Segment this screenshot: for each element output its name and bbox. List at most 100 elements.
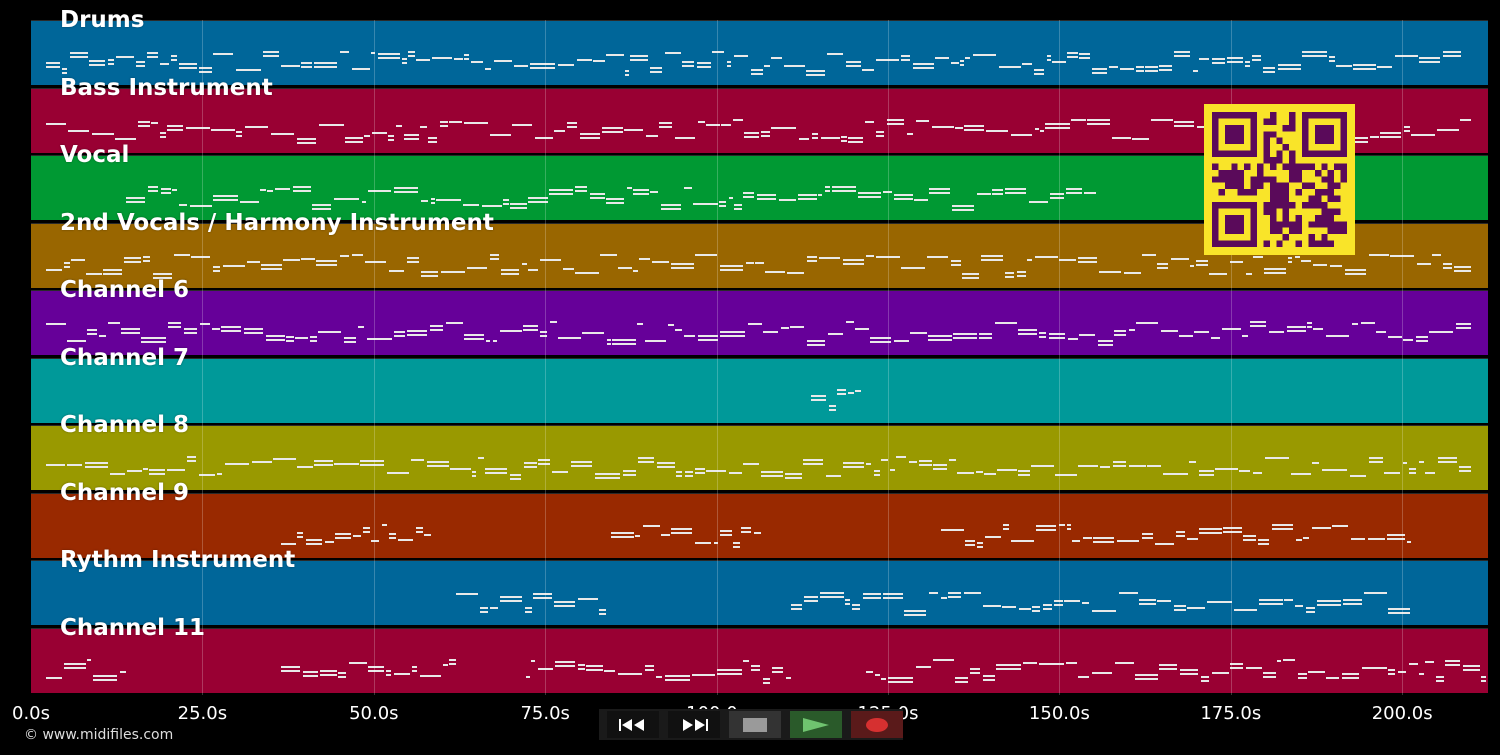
note-mark (1084, 192, 1096, 194)
note-mark (904, 610, 926, 612)
note-mark (646, 134, 658, 137)
note-mark (1209, 272, 1227, 275)
note-mark (432, 57, 452, 59)
note-mark (266, 335, 285, 337)
play-icon (803, 717, 829, 732)
note-mark (1326, 676, 1339, 679)
note-mark (92, 132, 114, 135)
note-mark (1346, 140, 1368, 143)
note-mark (787, 271, 804, 274)
note-mark (314, 62, 337, 64)
note-mark (1445, 663, 1460, 666)
note-mark (320, 673, 337, 676)
note-mark (1071, 118, 1086, 121)
record-button[interactable] (851, 711, 903, 738)
note-mark (1345, 272, 1366, 275)
note-mark (335, 532, 351, 535)
note-mark (1018, 474, 1030, 476)
note-mark (948, 592, 961, 594)
fast-forward-button[interactable] (668, 711, 720, 738)
track-channel-7: Channel 7 (31, 345, 1488, 423)
note-mark (675, 329, 682, 331)
note-mark (427, 465, 449, 467)
note-mark (485, 472, 507, 474)
note-mark (720, 529, 732, 532)
note-mark (1078, 260, 1097, 263)
note-mark (528, 268, 538, 271)
note-mark (992, 189, 1003, 191)
note-mark (1093, 536, 1114, 539)
note-mark (533, 597, 552, 599)
note-mark (1411, 133, 1435, 136)
note-mark (126, 197, 145, 199)
note-mark (199, 67, 212, 69)
note-mark (876, 130, 884, 133)
note-mark (848, 391, 854, 394)
track-notes (31, 426, 1488, 490)
note-mark (1196, 263, 1208, 266)
play-button[interactable] (790, 711, 842, 738)
note-mark (1113, 465, 1126, 467)
note-mark (751, 668, 760, 671)
note-mark (365, 260, 386, 263)
note-mark (983, 674, 995, 677)
note-mark (368, 669, 384, 672)
note-mark (147, 52, 158, 54)
note-mark (916, 119, 929, 122)
note-mark (190, 205, 212, 207)
note-mark (430, 325, 443, 327)
track-rythm-instrument: Rythm Instrument (31, 547, 1488, 625)
note-mark (866, 254, 874, 257)
note-mark (420, 674, 441, 677)
note-mark (334, 198, 359, 200)
note-mark (531, 659, 535, 662)
note-mark (590, 193, 605, 195)
note-mark (618, 266, 632, 269)
note-mark (1403, 339, 1413, 341)
note-mark (996, 663, 1021, 666)
note-mark (87, 329, 97, 331)
note-mark (602, 126, 623, 129)
stop-button[interactable] (729, 711, 781, 738)
note-mark (1157, 600, 1171, 602)
note-mark (428, 136, 437, 139)
note-mark (260, 189, 266, 191)
note-mark (685, 471, 693, 473)
track-notes (31, 494, 1488, 558)
rewind-icon (619, 718, 644, 731)
note-mark (798, 198, 817, 200)
note-mark (1388, 668, 1395, 671)
note-mark (955, 126, 963, 129)
note-mark (407, 256, 419, 259)
note-mark (1212, 671, 1229, 674)
note-mark (46, 62, 60, 64)
note-mark (1132, 137, 1149, 140)
note-mark (493, 340, 497, 342)
note-mark (345, 140, 363, 143)
rewind-button[interactable] (607, 711, 659, 738)
note-mark (1368, 537, 1385, 540)
note-mark (761, 471, 783, 473)
note-mark (624, 128, 643, 131)
note-mark (500, 596, 522, 598)
note-mark (463, 204, 479, 206)
note-mark (1332, 524, 1348, 527)
note-mark (586, 668, 603, 671)
note-mark (866, 463, 871, 465)
note-mark (1039, 336, 1046, 338)
transport-bar (599, 709, 903, 740)
note-mark (1083, 536, 1092, 539)
note-mark (549, 189, 573, 191)
note-mark (1199, 58, 1209, 60)
note-mark (953, 337, 977, 339)
note-mark (1342, 676, 1359, 679)
note-mark (1351, 537, 1365, 540)
note-mark (1034, 69, 1044, 71)
note-mark (755, 261, 764, 264)
note-mark (1460, 118, 1471, 121)
note-mark (744, 131, 759, 134)
note-mark (1142, 536, 1153, 539)
note-mark (301, 62, 312, 64)
note-mark (199, 474, 215, 476)
note-mark (1230, 662, 1243, 665)
